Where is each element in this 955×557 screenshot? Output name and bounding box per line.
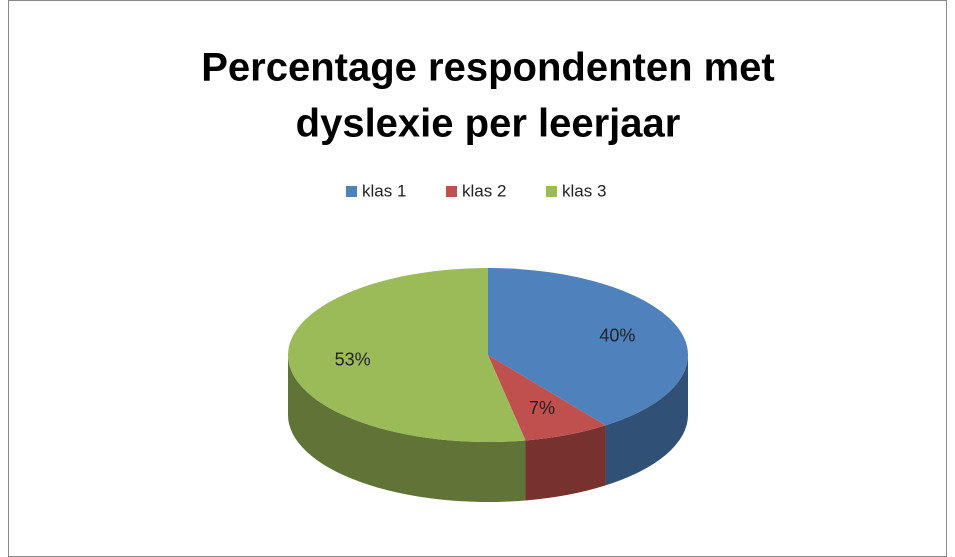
legend-label: klas 3 <box>562 181 606 200</box>
legend-swatch <box>546 186 557 197</box>
data-label: 53% <box>335 349 371 369</box>
pie-side <box>605 355 688 486</box>
data-label: 40% <box>599 325 635 345</box>
pie-side <box>525 425 606 501</box>
pie-slice <box>488 355 606 441</box>
data-label: 7% <box>529 398 555 418</box>
chart-title: Percentage respondenten met <box>201 46 775 90</box>
chart-title: dyslexie per leerjaar <box>296 102 681 146</box>
legend-label: klas 1 <box>362 181 406 200</box>
pie-side <box>288 355 526 502</box>
pie-slice <box>287 268 526 442</box>
legend-label: klas 2 <box>462 181 506 200</box>
pie-slice <box>488 268 688 426</box>
legend-swatch <box>346 186 357 197</box>
legend-swatch <box>446 186 457 197</box>
